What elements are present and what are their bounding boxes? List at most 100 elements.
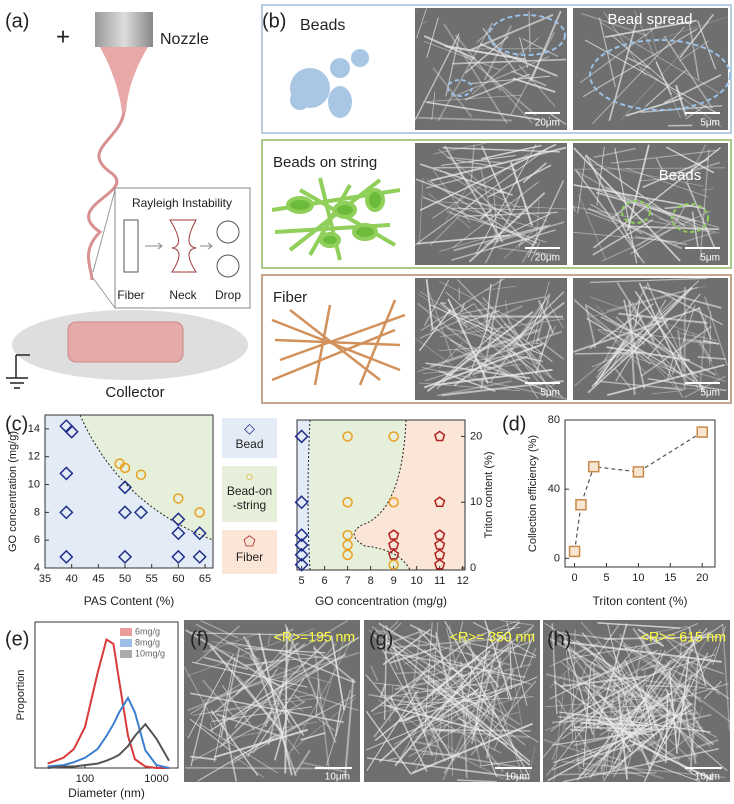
sem-fiber — [573, 168, 671, 224]
sem-fiber — [585, 154, 640, 258]
sem-fiber — [698, 314, 707, 390]
sem-fibers — [572, 277, 728, 399]
sem-fiber — [536, 338, 564, 360]
overlay-layer: 20μm 5μm 20μm 5μm 5μm 5μm 10μm 10μm 10μm — [315, 112, 722, 783]
sem-fiber — [597, 328, 703, 342]
sem-fiber — [655, 61, 673, 96]
sem-fiber — [549, 656, 638, 700]
sem-fiber — [425, 279, 434, 331]
sem-fiber — [382, 639, 531, 763]
sem-fiber — [379, 645, 510, 763]
sem-fiber — [610, 149, 719, 164]
row-label: Beads — [300, 17, 345, 34]
sem-fiber — [687, 705, 703, 762]
sem-fiber — [393, 692, 495, 745]
sem-fiber — [625, 701, 648, 721]
bead-illustration — [290, 49, 369, 118]
sem-fiber — [594, 658, 639, 710]
sem-fiber — [600, 765, 604, 773]
sem-fiber — [232, 755, 265, 778]
sem-fiber — [379, 683, 387, 698]
sem-fiber — [394, 668, 493, 691]
sem-fiber — [602, 283, 649, 364]
sem-fiber — [704, 296, 728, 366]
sem-fiber — [695, 739, 719, 749]
point — [294, 429, 309, 444]
sem-fiber — [623, 645, 708, 688]
panel-label: (e) — [5, 628, 29, 650]
sem-fiber — [422, 753, 461, 756]
plot-frame — [34, 621, 179, 769]
legend-entry: ⬠ Fiber — [222, 533, 277, 564]
sem-fiber — [583, 668, 592, 767]
sem-fiber — [468, 192, 546, 263]
point — [117, 480, 133, 495]
sem-fiber — [449, 624, 453, 777]
sem-fiber — [420, 20, 428, 25]
sem-fiber — [580, 748, 624, 762]
sem-fiber — [419, 316, 469, 339]
sem-fiber — [604, 636, 719, 640]
sem-fiber — [446, 327, 522, 347]
sem-fiber — [585, 718, 603, 731]
point — [342, 539, 353, 551]
sem-fiber — [638, 282, 684, 378]
sem-fiber — [557, 715, 648, 727]
sem-fiber — [618, 350, 686, 377]
inset-title: Rayleigh Instability — [132, 196, 232, 210]
sem-fiber — [219, 640, 328, 748]
background-layer — [184, 8, 731, 783]
stage-label: Fiber — [117, 288, 144, 302]
sem-fiber — [423, 35, 476, 60]
sem-fiber — [425, 351, 517, 382]
sem-fiber — [439, 318, 565, 338]
sem-fiber — [274, 628, 294, 640]
legend-swatch — [120, 650, 132, 658]
sem-fiber — [375, 630, 526, 746]
sem-fiber — [574, 334, 637, 387]
scale-bar-label: 5μm — [700, 253, 720, 264]
x-tick-label: 0 — [572, 572, 578, 584]
sem-fiber — [592, 26, 685, 124]
sem-fiber — [612, 660, 713, 739]
row-frame — [261, 139, 732, 269]
sem-fiber — [330, 635, 346, 711]
sem-fiber — [418, 308, 452, 352]
sem-fiber — [203, 633, 259, 653]
y-axis-label: Triton content (%) — [483, 451, 495, 538]
panel-label: (d) — [502, 413, 526, 435]
sem-fibers — [184, 619, 360, 782]
sem-fiber — [591, 353, 625, 368]
sem-fiber — [420, 277, 506, 332]
sem-fiber — [542, 645, 638, 758]
sem-fiber — [679, 40, 709, 62]
sem-fiber — [505, 683, 510, 700]
sem-fiber — [394, 650, 491, 767]
sem-fiber — [589, 624, 620, 668]
point — [194, 507, 205, 518]
sem-fiber — [589, 296, 705, 338]
sem-fiber — [558, 638, 692, 761]
sem-fiber — [444, 171, 484, 197]
sem-fiber — [422, 94, 522, 103]
sem-fiber — [597, 639, 688, 696]
sem-fiber — [210, 709, 259, 777]
point — [388, 559, 399, 570]
sem-fiber — [668, 670, 678, 754]
sem-fiber — [402, 713, 446, 724]
sem-fiber — [619, 287, 693, 362]
sem-fiber — [561, 640, 722, 663]
sem-fiber — [426, 311, 534, 392]
zoom-line — [92, 189, 116, 273]
point — [192, 526, 207, 541]
sem-fiber — [626, 56, 651, 70]
sem-fiber — [279, 651, 354, 683]
sem-fiber — [682, 659, 725, 675]
sem-fiber — [688, 626, 707, 686]
sem-fiber — [518, 224, 551, 247]
point — [59, 549, 74, 564]
sem-fibers — [579, 10, 728, 128]
y-tick-label: 0 — [470, 562, 476, 574]
sem-fiber — [487, 330, 563, 358]
neck-shape — [169, 219, 197, 273]
